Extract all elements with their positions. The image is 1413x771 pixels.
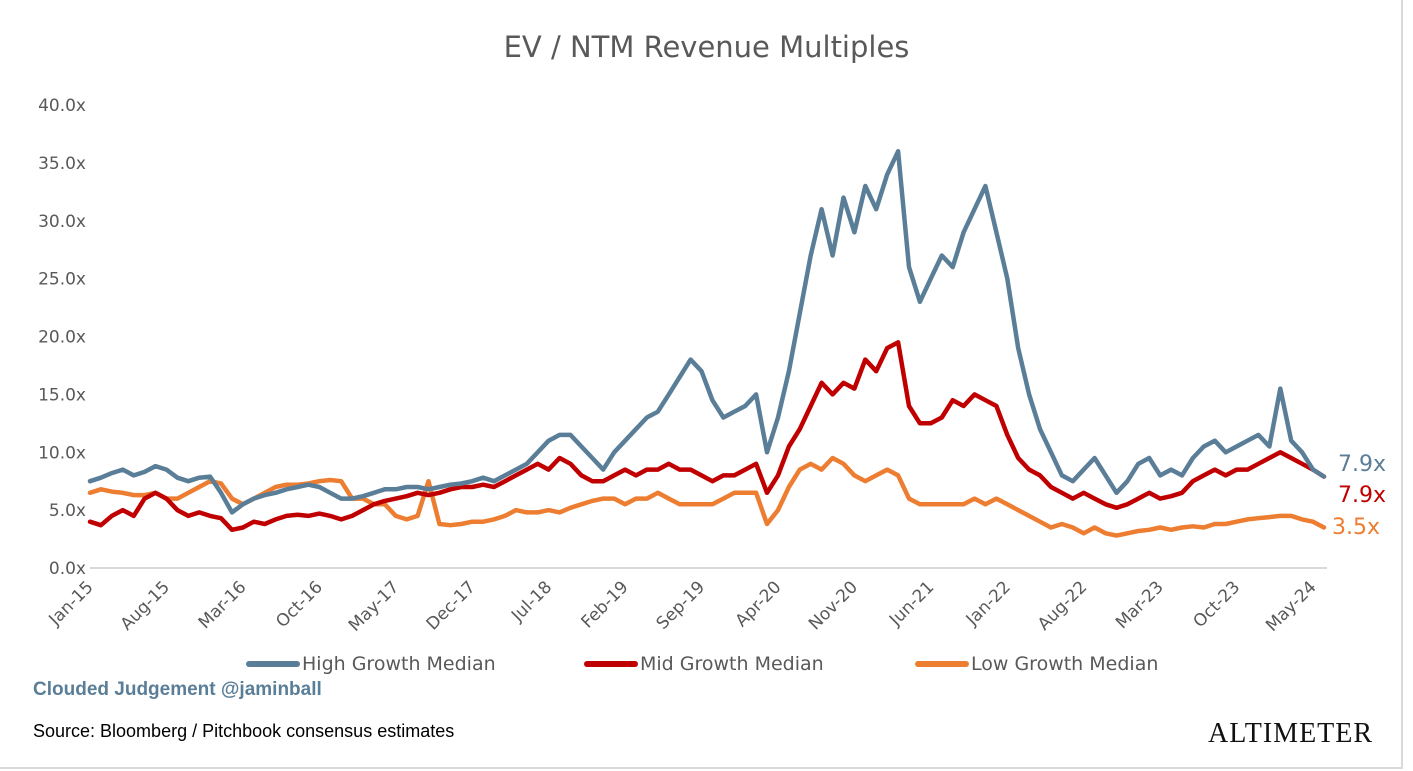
x-tick-label: Nov-20 (805, 577, 862, 634)
end-value-label: 3.5x (1332, 515, 1380, 540)
legend-item-high-growth: High Growth Median (246, 653, 496, 675)
x-tick-label: Jan-15 (45, 577, 98, 630)
y-tick-label: 5.0x (49, 501, 86, 521)
legend-item-low-growth: Low Growth Median (915, 653, 1158, 675)
x-tick-label: Sep-19 (653, 577, 709, 633)
series-line-high-growth-median (87, 149, 1327, 515)
legend-swatch (915, 661, 969, 667)
series-line-mid-growth-median (87, 340, 1327, 533)
series-line-low-growth-median (87, 455, 1327, 538)
y-tick-label: 10.0x (38, 443, 86, 463)
source-note: Source: Bloomberg / Pitchbook consensus … (33, 721, 455, 741)
y-tick-label: 25.0x (38, 270, 86, 290)
x-tick-label: Dec-17 (423, 577, 480, 634)
x-tick-label: Aug-22 (1034, 577, 1091, 634)
x-tick-label: Jun-21 (885, 577, 938, 630)
x-tick-label: May-24 (1262, 577, 1320, 635)
legend-label: High Growth Median (302, 653, 496, 675)
chart-title: EV / NTM Revenue Multiples (503, 30, 910, 64)
x-tick-label: Jan-22 (962, 577, 1015, 630)
legend-label: Low Growth Median (971, 653, 1159, 675)
x-tick-label: Aug-15 (117, 577, 174, 634)
end-value-label: 7.9x (1338, 483, 1386, 508)
x-tick-label: Mar-16 (195, 577, 251, 633)
y-tick-label: 0.0x (49, 559, 86, 579)
x-tick-label: May-17 (345, 577, 403, 635)
x-tick-label: Jul-18 (507, 577, 556, 626)
legend-item-mid-growth: Mid Growth Median (584, 653, 824, 675)
x-tick-label: Apr-20 (732, 577, 786, 631)
y-tick-label: 15.0x (38, 385, 86, 405)
x-tick-label: Feb-19 (578, 577, 633, 632)
altimeter-logo: ALTIMETER (1208, 718, 1374, 749)
x-tick-label: Oct-23 (1190, 577, 1245, 632)
x-tick-label: Oct-16 (272, 577, 327, 632)
end-value-label: 7.9x (1338, 452, 1386, 477)
y-tick-label: 20.0x (38, 328, 86, 348)
legend-swatch (246, 661, 300, 667)
y-tick-label: 40.0x (38, 96, 86, 116)
x-tick-label: Mar-23 (1112, 577, 1168, 633)
brand-credit: Clouded Judgement @jaminball (33, 679, 322, 700)
legend-swatch (584, 661, 638, 667)
y-tick-label: 30.0x (38, 212, 86, 232)
legend-label: Mid Growth Median (640, 653, 824, 675)
y-tick-label: 35.0x (38, 154, 86, 174)
